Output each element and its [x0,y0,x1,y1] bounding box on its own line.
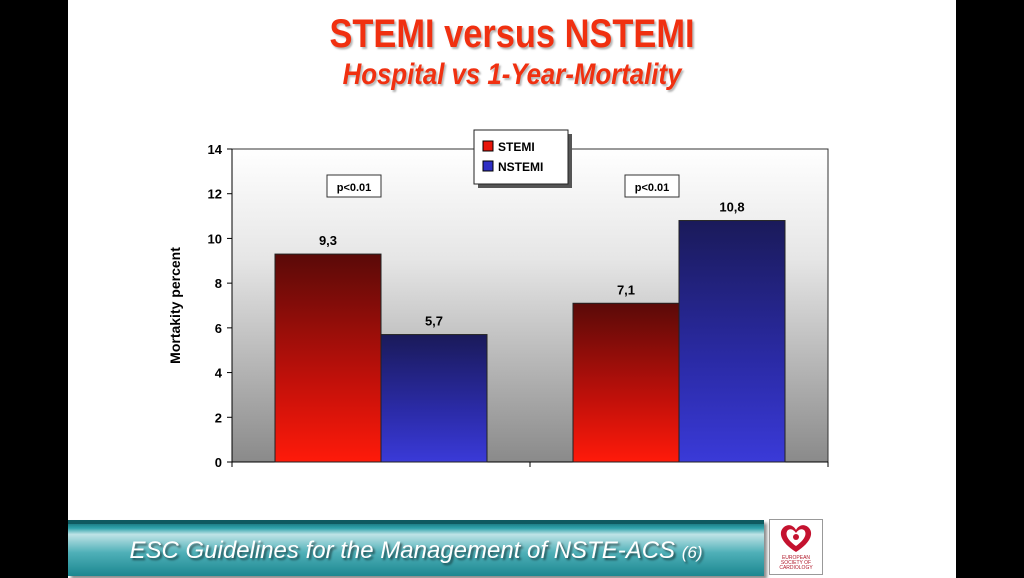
y-tick-label: 8 [215,276,222,291]
legend-swatch-stemi [482,140,494,152]
slide-subtitle: Hospital vs 1-Year-Mortality [342,58,682,91]
p-value-box [326,174,382,198]
p-value-box [624,174,680,198]
esc-logo: EUROPEAN SOCIETY OF CARDIOLOGY [769,519,823,575]
legend-label-stemi: STEMI [498,140,535,154]
data-label: 7,1 [617,282,635,297]
slide-title: STEMI versus NSTEMI [329,12,695,56]
y-tick-label: 12 [208,187,222,202]
y-axis-label: Mortakity percent [167,247,183,364]
legend-swatch-nstemi [482,160,494,172]
heart-logo-icon [780,525,812,552]
p-value-label: p<0.01 [337,182,372,194]
y-tick-label: 10 [208,231,222,246]
bar-stemi [274,253,382,463]
data-label: 9,3 [319,233,337,248]
legend-label-nstemi: NSTEMI [498,160,543,174]
legend [473,129,569,185]
bar-stemi [572,302,680,463]
y-tick-label: 14 [208,142,223,157]
p-value-label: p<0.01 [635,182,670,194]
y-tick-label: 0 [215,455,222,470]
bar-chart: 0 2 4 6 8 10 12 14 Mortakity percent 9,3 5,7 p<0.01… [167,129,829,470]
data-label: 5,7 [425,314,443,329]
footer-banner: ESC Guidelines for the Management of NST… [68,520,764,576]
bar-nstemi [678,220,786,463]
footer-ref: (6) [681,543,703,562]
y-tick-label: 4 [215,366,223,381]
data-label: 10,8 [719,200,744,215]
y-tick-label: 2 [215,410,222,425]
slide: STEMI versus NSTEMI Hospital vs 1-Year-M… [68,0,956,578]
logo-text: EUROPEAN SOCIETY OF CARDIOLOGY [779,555,813,571]
y-tick-label: 6 [215,321,222,336]
footer-text: ESC Guidelines for the Management of NST… [129,537,676,564]
bar-nstemi [380,334,488,463]
